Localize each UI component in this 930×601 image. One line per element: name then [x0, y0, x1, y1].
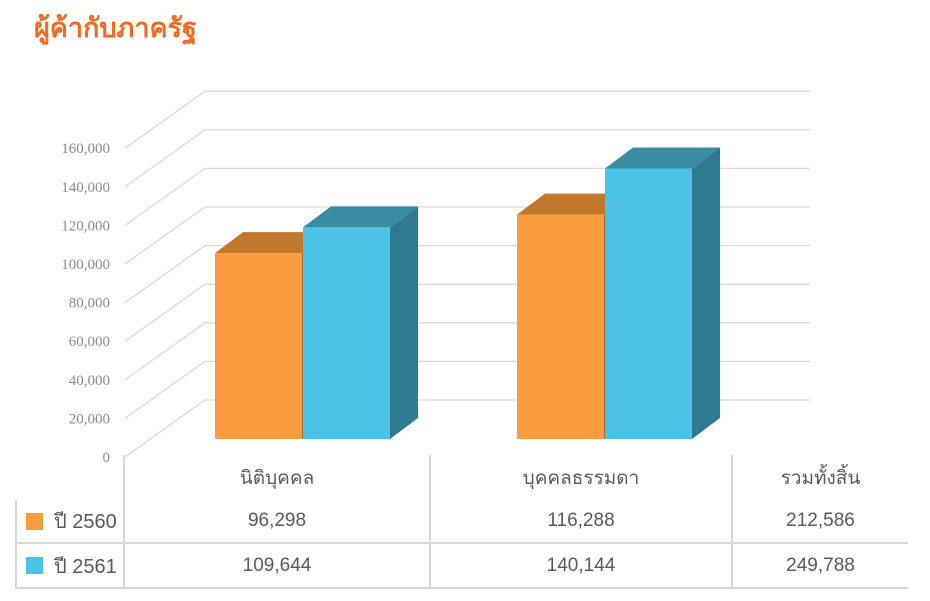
series-2560-label: ปี 2560: [54, 511, 117, 533]
value-2561-individual: 140,144: [431, 544, 733, 589]
svg-text:40,000: 40,000: [69, 373, 110, 389]
data-table: นิติบุคคล บุคคลธรรมดา รวมทั้งสิ้น ปี 256…: [15, 455, 908, 589]
column-header-juristic: นิติบุคคล: [125, 455, 431, 500]
value-2561-total: 249,788: [733, 544, 908, 589]
svg-text:160,000: 160,000: [61, 141, 110, 157]
svg-text:20,000: 20,000: [69, 411, 110, 427]
legend-item-2560: ปี 2560: [15, 500, 125, 544]
svg-text:60,000: 60,000: [69, 334, 110, 350]
column-header-individual: บุคคลธรรมดา: [431, 455, 733, 500]
legend-header-cell: [15, 455, 125, 500]
value-2560-individual: 116,288: [431, 500, 733, 544]
svg-text:80,000: 80,000: [69, 296, 110, 312]
series-2561-label: ปี 2561: [54, 555, 117, 578]
legend-item-2561: ปี 2561: [15, 544, 125, 589]
svg-text:100,000: 100,000: [61, 257, 110, 273]
value-2560-juristic: 96,298: [125, 500, 431, 544]
series-2561-swatch: [26, 557, 43, 574]
svg-text:0: 0: [103, 450, 111, 466]
svg-text:140,000: 140,000: [61, 180, 110, 196]
column-header-total: รวมทั้งสิ้น: [780, 467, 861, 489]
value-2561-juristic: 109,644: [125, 544, 431, 589]
page-title: ผู้ค้ากับภาครัฐ: [34, 13, 197, 43]
value-2560-total: 212,586: [733, 500, 908, 544]
svg-text:120,000: 120,000: [61, 218, 110, 234]
series-2560-swatch: [26, 512, 43, 530]
